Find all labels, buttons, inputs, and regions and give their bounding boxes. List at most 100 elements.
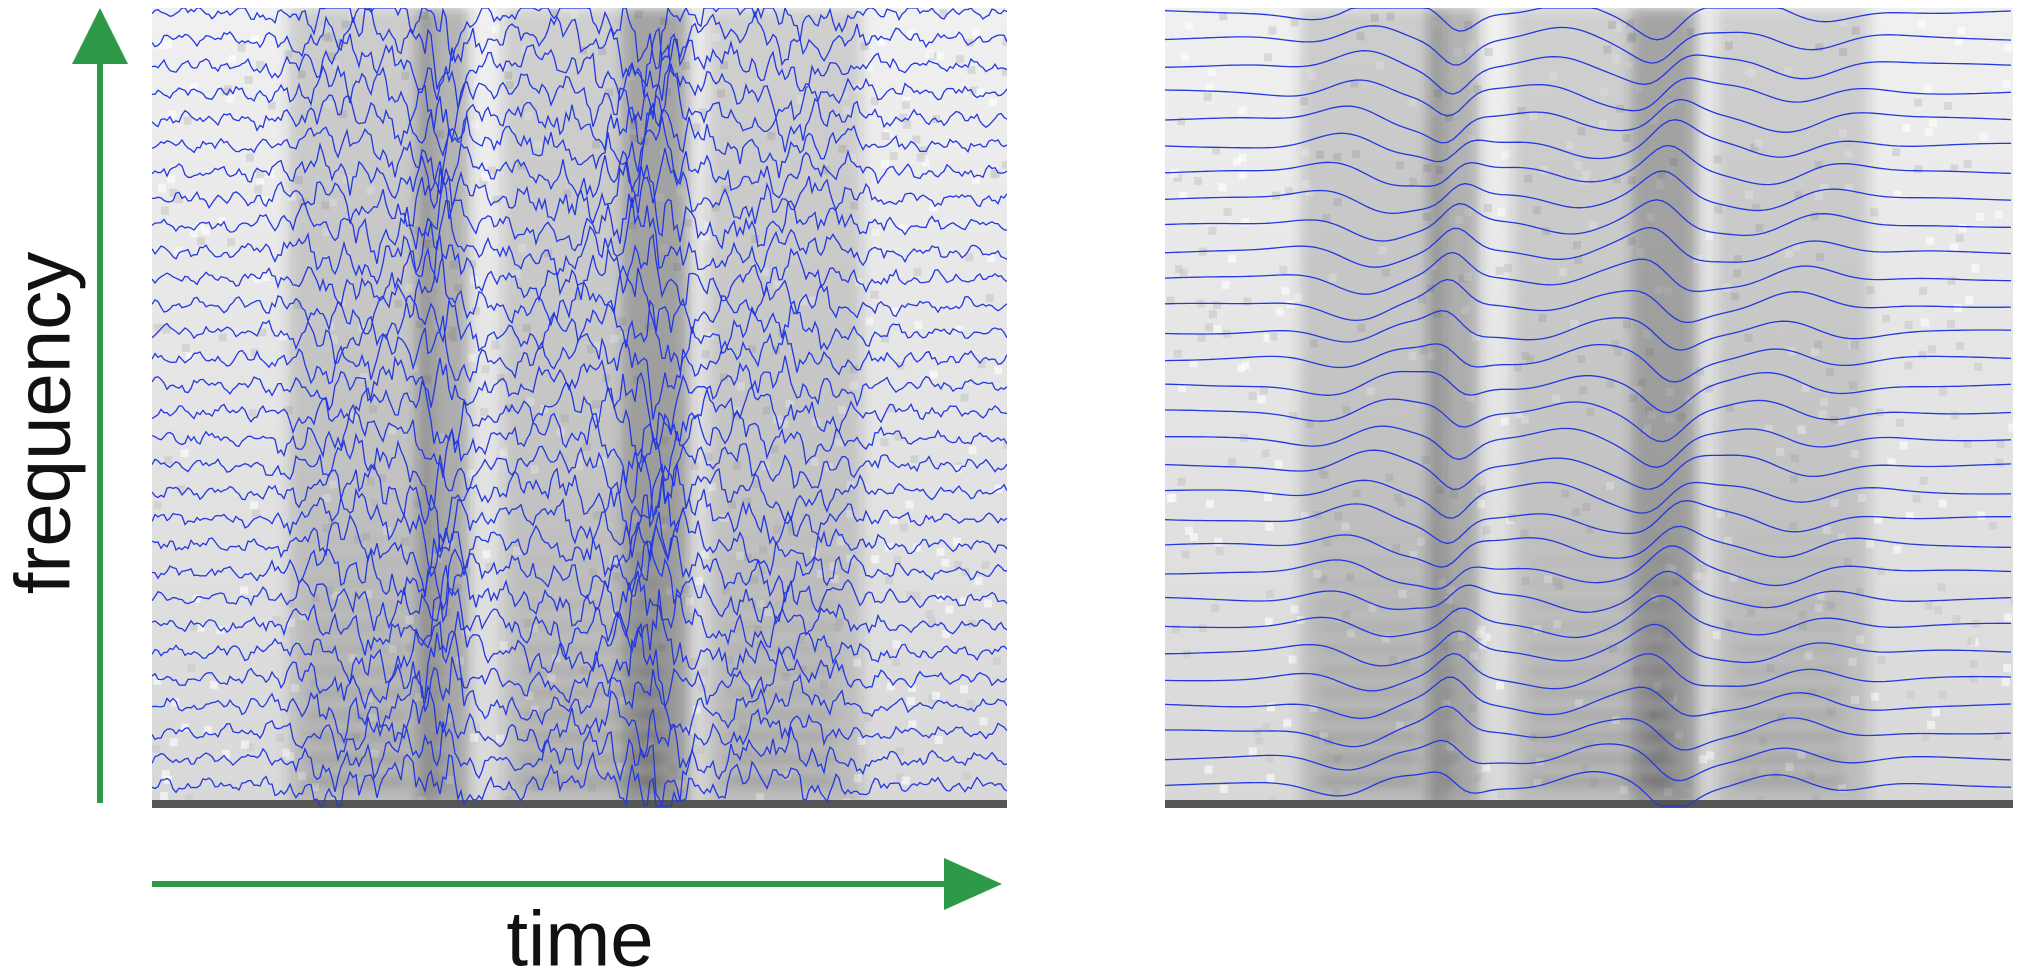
harmonic — [434, 690, 443, 696]
speckle — [1950, 164, 1959, 173]
speckle — [1698, 755, 1707, 764]
harmonic — [639, 646, 665, 652]
speckle — [891, 658, 900, 667]
speckle — [1954, 304, 1963, 313]
syllables — [1300, 8, 1869, 808]
speckle — [1179, 191, 1188, 200]
speckle — [491, 25, 500, 34]
speckle — [1198, 624, 1207, 633]
speckle — [1180, 52, 1189, 61]
harmonic — [725, 492, 836, 498]
floor — [152, 800, 1007, 808]
speckle — [895, 747, 904, 756]
harmonic — [1445, 492, 1453, 498]
speckle — [196, 623, 205, 632]
speckle — [251, 509, 260, 518]
speckle — [1189, 358, 1198, 367]
contour-line — [1165, 545, 2012, 590]
speckle — [1197, 333, 1206, 342]
speckle — [1212, 146, 1221, 155]
harmonic — [434, 624, 443, 630]
speckle — [887, 404, 896, 413]
time-arrow — [152, 858, 1002, 910]
speckle — [221, 749, 230, 758]
speckle — [485, 562, 494, 571]
harmonic — [1529, 536, 1666, 542]
speckle — [1918, 350, 1927, 359]
speckle — [1238, 171, 1247, 180]
spectrogram-smooth — [1165, 8, 2013, 808]
harmonic — [724, 778, 836, 784]
speckle — [203, 725, 212, 734]
contour-line — [1165, 595, 2012, 639]
contour-line — [152, 656, 1007, 745]
speckle — [1695, 367, 1704, 376]
speckle — [1988, 521, 1997, 530]
speckle — [152, 744, 161, 753]
speckle — [481, 172, 490, 181]
contour-line — [152, 479, 1007, 578]
speckle — [1173, 173, 1182, 182]
speckle — [190, 229, 199, 238]
speckle — [963, 771, 972, 780]
syllable-band — [417, 8, 469, 808]
speckle — [1263, 333, 1272, 342]
speckle — [1893, 545, 1902, 554]
harmonic — [1733, 514, 1844, 520]
contour-line — [1165, 199, 2011, 242]
speckle — [2003, 664, 2012, 673]
speckle — [928, 616, 937, 625]
contour-line — [1165, 119, 2012, 163]
speckle — [481, 365, 490, 374]
speckle — [871, 555, 880, 564]
speckle — [253, 274, 262, 283]
speckle — [2008, 423, 2013, 432]
speckle — [480, 407, 489, 416]
speckle — [250, 348, 259, 357]
speckle — [1870, 208, 1879, 217]
contour-line — [152, 506, 1007, 598]
speckle — [218, 333, 227, 342]
speckle — [1237, 364, 1246, 373]
speckle — [1208, 310, 1217, 319]
speckle — [1939, 387, 1948, 396]
harmonic — [1648, 734, 1674, 740]
harmonic — [434, 558, 443, 564]
speckle — [1206, 499, 1215, 508]
contour-line — [1165, 500, 2011, 545]
speckle — [912, 135, 921, 144]
harmonic — [1444, 580, 1454, 586]
harmonic — [1648, 690, 1674, 696]
speckle — [925, 609, 934, 618]
harmonic — [519, 668, 657, 674]
harmonic — [305, 646, 409, 652]
speckle — [1227, 254, 1236, 263]
speckle — [1996, 440, 2005, 449]
speckle — [160, 206, 169, 215]
speckle — [968, 446, 977, 455]
speckle — [471, 723, 480, 732]
speckle — [251, 35, 260, 44]
speckle — [1501, 151, 1510, 160]
contour-line — [152, 63, 1007, 158]
speckle — [960, 393, 969, 402]
speckle — [491, 341, 500, 350]
speckle — [1924, 84, 1933, 93]
contour-line — [1165, 170, 2012, 215]
speckle — [189, 622, 198, 631]
speckle — [881, 132, 890, 141]
harmonic — [1733, 668, 1844, 674]
harmonic — [1317, 778, 1420, 784]
contour-line — [1165, 652, 2012, 692]
speckle — [889, 516, 898, 525]
speckle — [1275, 307, 1284, 316]
harmonic — [1317, 690, 1420, 696]
speckle — [952, 537, 961, 546]
contour-line — [1165, 771, 2012, 807]
syllable-band — [1716, 8, 1869, 808]
speckle — [1211, 603, 1220, 612]
contour-line — [152, 197, 1007, 286]
speckle — [919, 146, 928, 155]
speckle — [217, 217, 226, 226]
speckle — [1482, 526, 1491, 535]
